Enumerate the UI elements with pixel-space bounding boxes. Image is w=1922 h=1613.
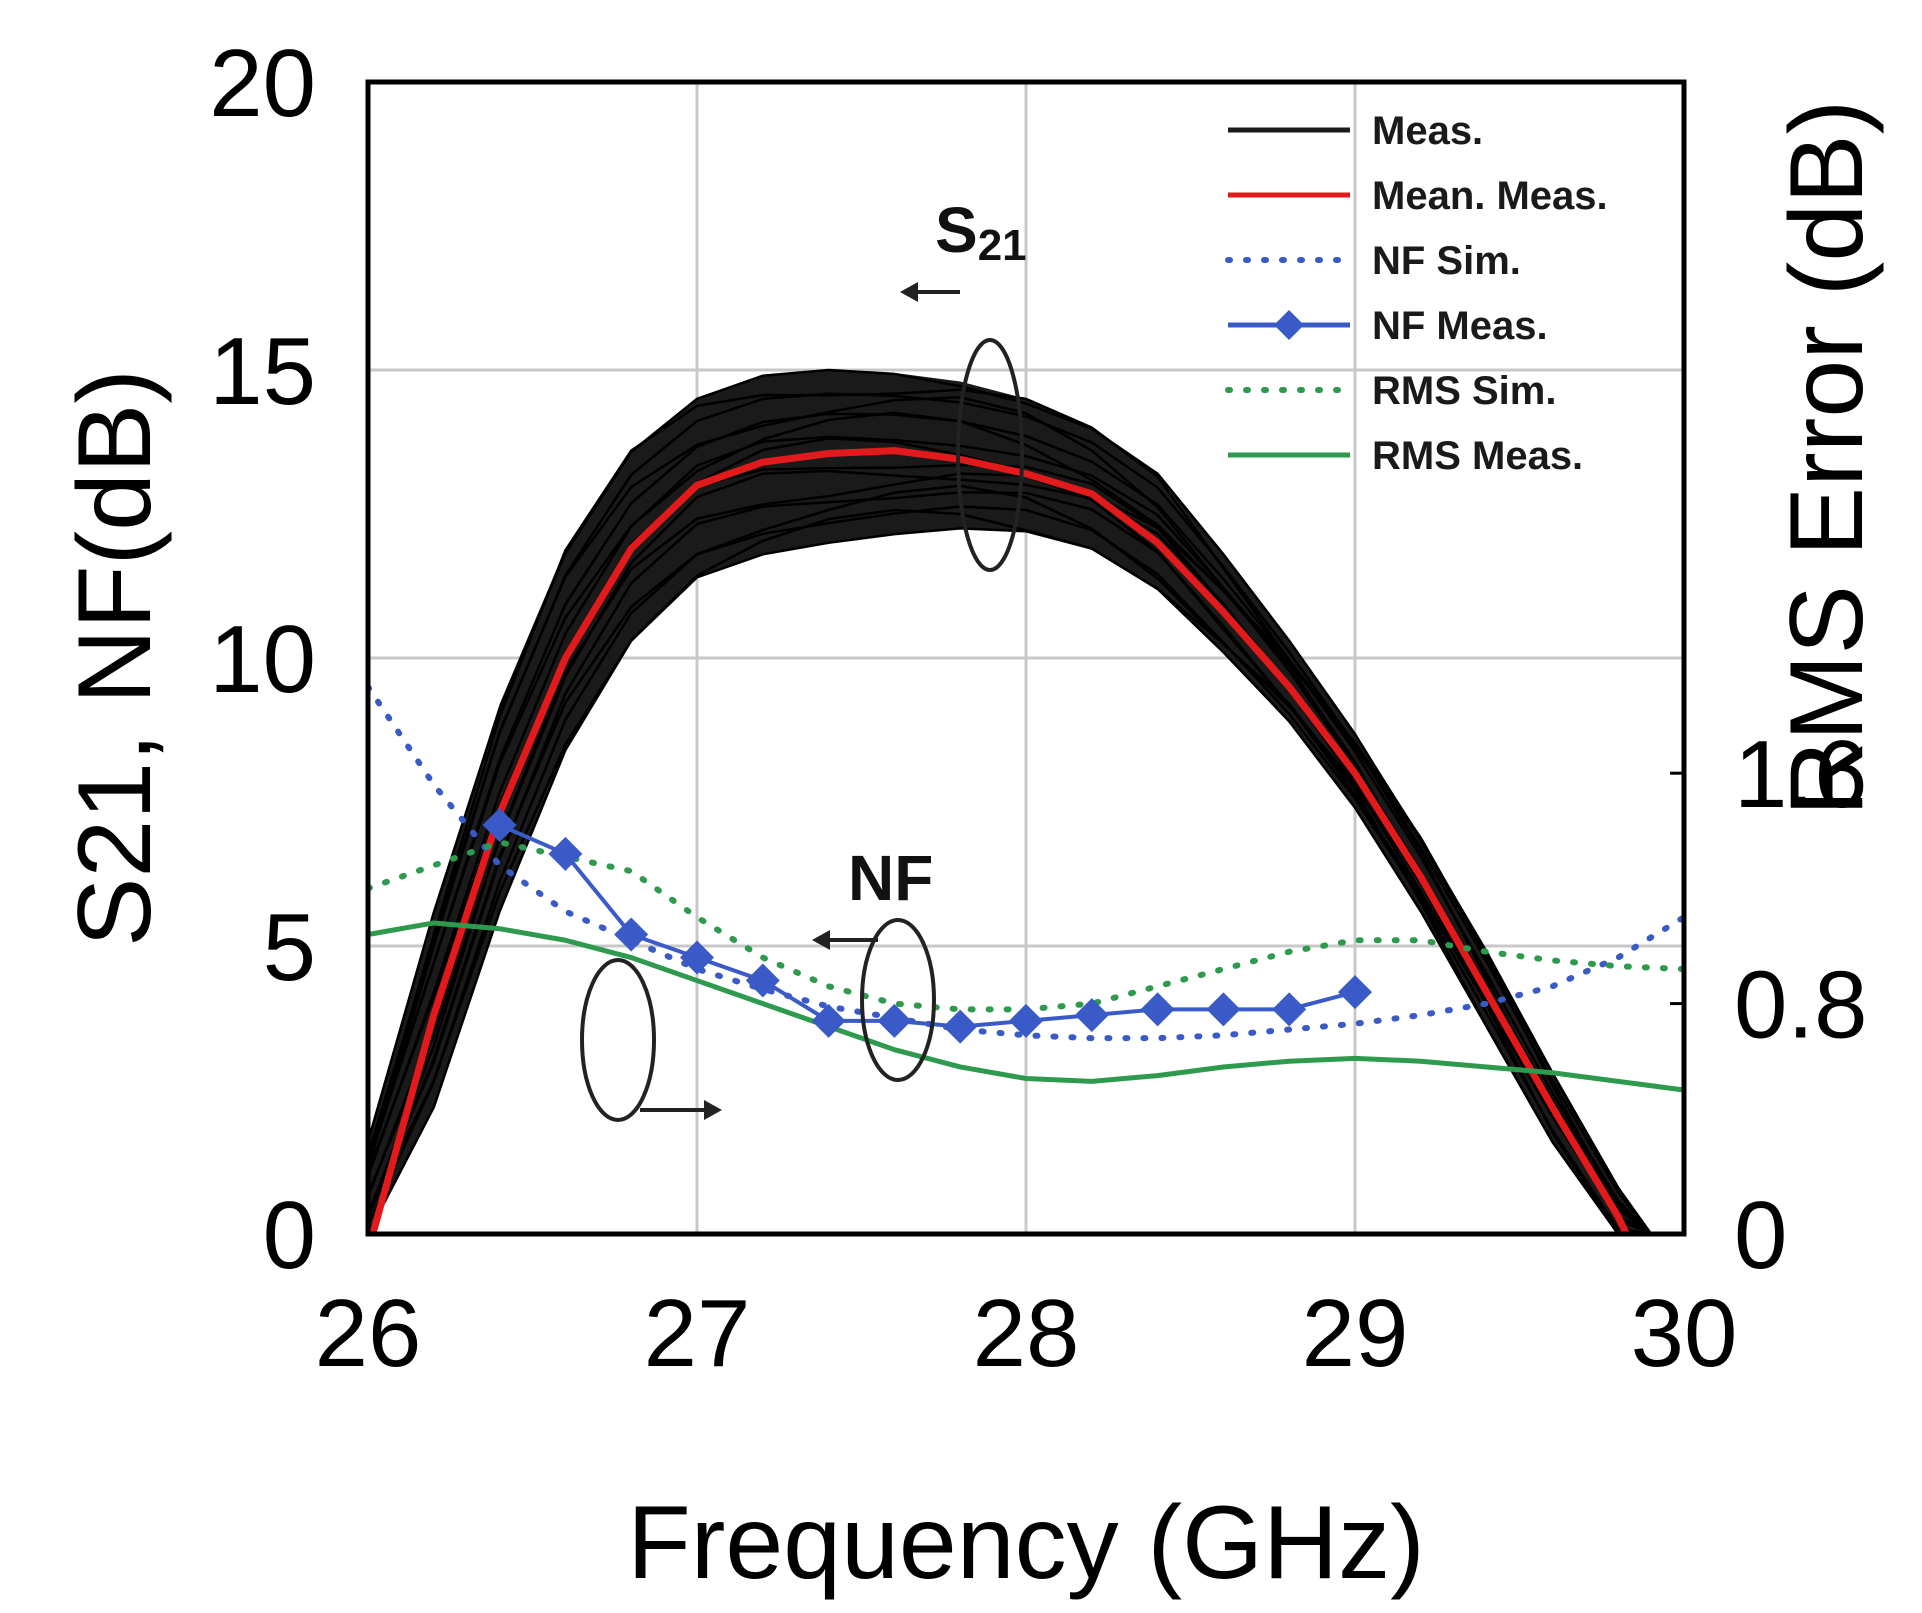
legend-label: RMS Meas. (1372, 434, 1583, 478)
nf-meas-marker (1206, 992, 1241, 1027)
meas-trace-line (368, 508, 1652, 1234)
s21-arrowhead (900, 282, 918, 302)
x-tick-label: 30 (1631, 1280, 1738, 1387)
nf-meas-marker (482, 808, 517, 843)
meas-trace-line (368, 469, 1652, 1234)
series-line-nf-sim (368, 683, 1684, 1042)
series-line-mean-meas (369, 447, 1631, 1234)
nf-meas-marker (1272, 992, 1307, 1027)
nf-meas-marker (614, 917, 649, 952)
legend-marker (1274, 310, 1304, 340)
x-tick-label: 26 (315, 1280, 422, 1387)
meas-trace-line (368, 368, 1653, 1234)
y-left-tick-label: 15 (209, 318, 316, 425)
series-line-rms-sim (368, 839, 1684, 1013)
legend-label: NF Meas. (1372, 304, 1548, 348)
nf-meas-marker (1140, 992, 1175, 1027)
nf-annotation: NF (812, 842, 936, 1082)
series-line-rms-meas (368, 920, 1684, 1093)
x-tick-label: 27 (644, 1280, 751, 1387)
nf-meas-marker (1074, 998, 1109, 1033)
rms-annotation (580, 958, 722, 1122)
legend-label: NF Sim. (1372, 239, 1521, 283)
y-right-tick-label: 0.8 (1734, 952, 1867, 1059)
y-left-tick-label: 20 (209, 30, 316, 137)
y-axis-left-title: S21, NF(dB) (57, 369, 173, 947)
legend-label: Meas. (1372, 109, 1483, 153)
s21-label: S21 (935, 194, 1027, 270)
legend-label: Mean. Meas. (1372, 174, 1608, 218)
x-axis-title: Frequency (GHz) (627, 1485, 1425, 1601)
y-left-tick-label: 5 (263, 894, 316, 1001)
nf-arrowhead (812, 930, 830, 950)
y-right-tick-label: 0 (1734, 1182, 1787, 1289)
s21-subscript: 21 (978, 221, 1027, 270)
nf-meas-marker (877, 1003, 912, 1038)
y-left-tick-label: 0 (263, 1182, 316, 1289)
meas-trace-line (368, 392, 1653, 1234)
rms-ellipse (580, 958, 656, 1122)
meas-trace-line (368, 505, 1652, 1234)
y-right-tick-label: 1.6 (1734, 721, 1867, 828)
legend-label: RMS Sim. (1372, 369, 1556, 413)
legend: Meas. Mean. Meas. NF Sim. NF Meas. RMS Sim. R… (1225, 109, 1608, 478)
plot-frame (365, 79, 1687, 1237)
y-axis-right-title: RMS Error (dB) (1769, 100, 1885, 816)
rms-arrowhead (704, 1100, 722, 1120)
nf-meas-marker (1338, 975, 1372, 1010)
x-tick-label: 29 (1302, 1280, 1409, 1387)
s21-annotation: S21 (900, 194, 1027, 572)
nf-meas-marker (943, 1009, 978, 1044)
meas-trace-line (368, 412, 1652, 1234)
nf-label: NF (848, 842, 933, 914)
x-tick-label: 28 (973, 1280, 1080, 1387)
nf-meas-marker (745, 963, 780, 998)
nf-ellipse (860, 918, 936, 1082)
nf-meas-marker (811, 1003, 846, 1038)
meas-trace-line (368, 388, 1653, 1234)
nf-meas-marker (548, 836, 583, 871)
s21-ellipse (956, 338, 1024, 572)
y-left-tick-label: 10 (209, 606, 316, 713)
nf-meas-marker (680, 940, 714, 975)
nf-meas-marker (1009, 1003, 1043, 1038)
